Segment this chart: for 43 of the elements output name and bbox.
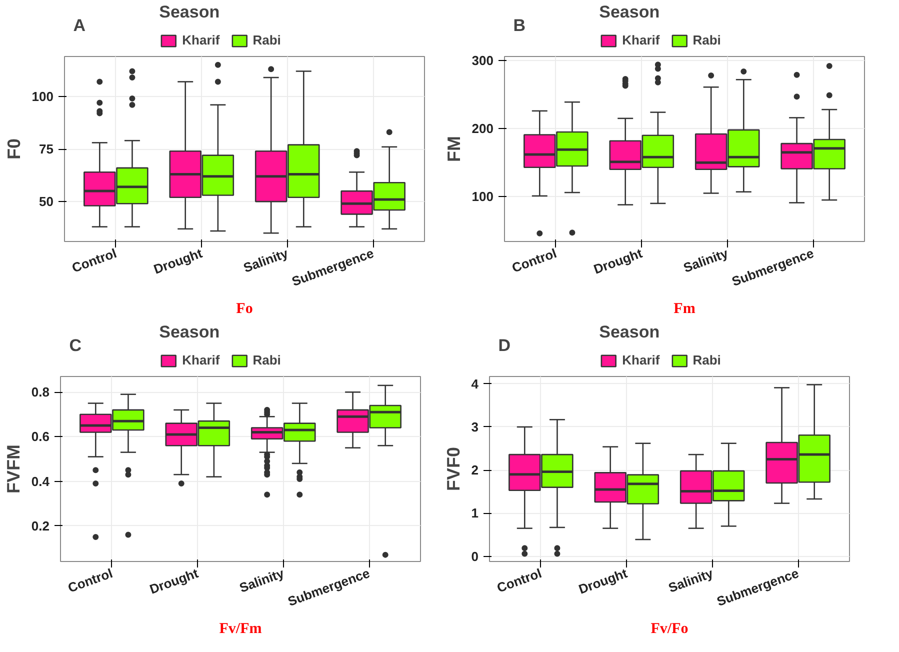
y-tick-label: 100	[472, 189, 494, 204]
legend-title: Season	[599, 322, 661, 342]
y-tick-label: 0.4	[31, 474, 50, 489]
y-axis-title: FVF0	[443, 446, 464, 492]
x-tick-label: Salinity	[681, 245, 731, 276]
x-axis-title: Fo	[236, 301, 253, 318]
legend-label: Kharif	[622, 352, 660, 368]
y-tick-label: 0.8	[31, 384, 50, 400]
y-tick-label: 4	[471, 376, 480, 392]
y-tick-label: 200	[472, 121, 494, 136]
y-tick-label: 3	[471, 419, 479, 434]
legend-label: Kharif	[622, 32, 660, 48]
legend-label: Rabi	[252, 352, 281, 368]
legend-label: Rabi	[252, 32, 281, 48]
text: D	[498, 336, 511, 355]
y-tick-label: 1	[471, 506, 479, 521]
y-tick-label: 100	[32, 88, 54, 104]
legend-label: Kharif	[182, 32, 220, 48]
x-axis-title: Fm	[674, 301, 696, 318]
x-axis-title: Fv/Fo	[650, 621, 688, 638]
x-tick-label: Salinity	[666, 565, 716, 596]
legend-title: Season	[159, 2, 221, 22]
text: C	[69, 336, 82, 355]
text: B	[513, 16, 526, 35]
y-tick-label: 2	[471, 462, 479, 478]
y-tick-label: 0.2	[31, 518, 50, 534]
x-tick-label: Salinity	[237, 565, 287, 596]
legend-label: Rabi	[692, 32, 721, 48]
legend-title: Season	[159, 322, 221, 342]
x-axis-title: Fv/Fm	[219, 621, 262, 638]
y-axis-title: FVFM	[3, 444, 24, 494]
y-tick-label: 75	[39, 142, 54, 156]
legend-title: Season	[599, 2, 661, 22]
y-tick-label: 300	[472, 53, 494, 68]
y-axis-title: F0	[4, 138, 24, 160]
legend-label: Rabi	[692, 352, 721, 368]
y-tick-label: 50	[39, 194, 54, 210]
y-tick-label: 0.6	[31, 429, 50, 444]
x-tick-label: Salinity	[241, 245, 291, 276]
y-tick-label: 0	[471, 548, 479, 564]
y-axis-title: FM	[444, 136, 464, 162]
text: A	[73, 16, 86, 35]
legend-label: Kharif	[182, 352, 220, 368]
